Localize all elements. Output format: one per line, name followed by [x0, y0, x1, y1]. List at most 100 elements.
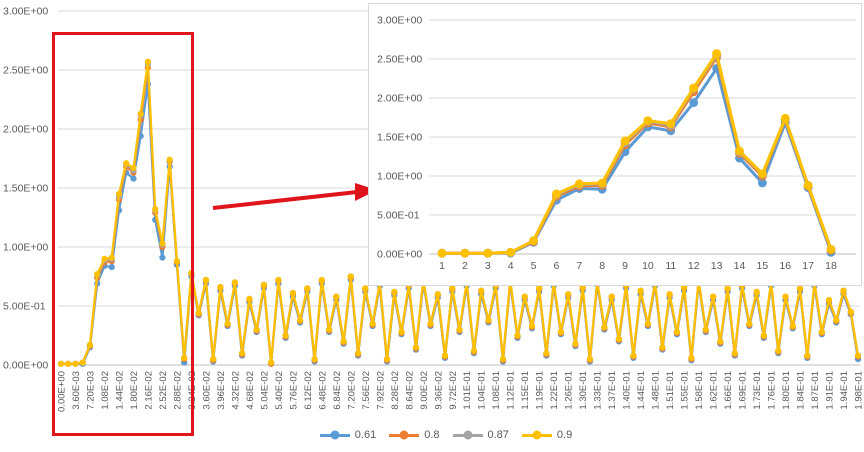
svg-text:1.48E-01: 1.48E-01: [651, 371, 662, 410]
legend-item-0.9: 0.9: [521, 429, 573, 441]
inset-y-axis-labels: 0.00E+00 5.00E-01 1.00E+00 1.50E+00 2.00E+00…: [377, 15, 422, 261]
svg-text:1.12E-01: 1.12E-01: [506, 371, 517, 410]
svg-text:1.40E-01: 1.40E-01: [622, 371, 633, 410]
svg-text:1.19E-01: 1.19E-01: [535, 371, 546, 410]
series-marker-icon: [389, 430, 420, 440]
svg-text:5.40E-02: 5.40E-02: [274, 371, 285, 410]
svg-text:3.60E-02: 3.60E-02: [201, 371, 212, 410]
svg-text:4: 4: [508, 260, 514, 272]
svg-text:2.50E+00: 2.50E+00: [3, 65, 48, 77]
svg-text:1.94E-01: 1.94E-01: [839, 371, 850, 410]
svg-text:9.00E-02: 9.00E-02: [419, 371, 430, 410]
highlight-box-annotation: [52, 32, 194, 436]
svg-text:7.56E-02: 7.56E-02: [361, 371, 372, 410]
svg-text:7.20E-02: 7.20E-02: [346, 371, 357, 410]
svg-text:14: 14: [734, 260, 746, 272]
svg-text:1.44E-01: 1.44E-01: [636, 371, 647, 410]
svg-text:2.52E-02: 2.52E-02: [158, 371, 169, 410]
main-y-axis-labels: 0.00E+00 5.00E-01 1.00E+00 1.50E+00 2.00E+00…: [3, 6, 48, 372]
series-marker-icon: [452, 430, 483, 440]
svg-text:7.92E-02: 7.92E-02: [375, 371, 386, 410]
svg-text:10: 10: [642, 260, 654, 272]
svg-text:1.98E-01: 1.98E-01: [854, 371, 864, 410]
inset-series-0.9: [437, 49, 836, 258]
svg-text:5: 5: [531, 260, 537, 272]
svg-text:1.55E-01: 1.55E-01: [680, 371, 691, 410]
svg-text:1.00E+00: 1.00E+00: [377, 171, 422, 183]
inset-series-0.87: [437, 50, 836, 258]
svg-text:1.69E-01: 1.69E-01: [738, 371, 749, 410]
svg-text:3.60E-03: 3.60E-03: [71, 371, 82, 410]
svg-text:1.15E-01: 1.15E-01: [520, 371, 531, 410]
svg-text:5.04E-02: 5.04E-02: [259, 371, 270, 410]
svg-text:1.08E-02: 1.08E-02: [100, 371, 111, 410]
svg-text:2.00E+00: 2.00E+00: [3, 124, 48, 136]
svg-text:6.84E-02: 6.84E-02: [332, 371, 343, 410]
svg-text:2: 2: [462, 260, 468, 272]
svg-text:8.28E-02: 8.28E-02: [390, 371, 401, 410]
svg-text:3.00E+00: 3.00E+00: [377, 15, 422, 27]
svg-text:6: 6: [553, 260, 559, 272]
legend-item-0.61: 0.61: [319, 429, 377, 441]
svg-text:15: 15: [757, 260, 769, 272]
legend-label: 0.87: [487, 429, 509, 441]
legend-label: 0.9: [556, 429, 573, 441]
svg-text:17: 17: [802, 260, 814, 272]
svg-text:12: 12: [688, 260, 700, 272]
inset-series-0.8: [437, 53, 836, 258]
svg-text:1.80E-01: 1.80E-01: [781, 371, 792, 410]
svg-text:1.22E-01: 1.22E-01: [549, 371, 560, 410]
svg-text:1.30E-01: 1.30E-01: [578, 371, 589, 410]
svg-text:9.72E-02: 9.72E-02: [448, 371, 459, 410]
svg-text:1: 1: [439, 260, 445, 272]
svg-text:9: 9: [622, 260, 628, 272]
svg-text:1.51E-01: 1.51E-01: [665, 371, 676, 410]
inset-series-0.61: [437, 64, 836, 258]
svg-text:7: 7: [576, 260, 582, 272]
svg-text:0.00E+00: 0.00E+00: [377, 249, 422, 261]
svg-text:1.44E-02: 1.44E-02: [114, 371, 125, 410]
svg-text:3.96E-02: 3.96E-02: [216, 371, 227, 410]
svg-text:1.80E-02: 1.80E-02: [129, 371, 140, 410]
svg-text:1.00E+00: 1.00E+00: [3, 242, 48, 254]
svg-text:3: 3: [485, 260, 491, 272]
inset-chart-panel: 0.00E+00 5.00E-01 1.00E+00 1.50E+00 2.00E+00…: [368, 3, 862, 286]
svg-text:0.00E+00: 0.00E+00: [3, 360, 48, 372]
svg-text:1.73E-01: 1.73E-01: [752, 371, 763, 410]
svg-text:1.50E+00: 1.50E+00: [377, 132, 422, 144]
legend-label: 0.8: [424, 429, 440, 441]
svg-text:5.00E-01: 5.00E-01: [377, 210, 420, 222]
svg-text:1.84E-01: 1.84E-01: [796, 371, 807, 410]
inset-gridlines: [429, 19, 856, 255]
svg-text:2.50E+00: 2.50E+00: [377, 54, 422, 66]
svg-text:8.64E-02: 8.64E-02: [404, 371, 415, 410]
legend-item-0.8: 0.8: [389, 429, 440, 441]
svg-text:2.00E+00: 2.00E+00: [377, 93, 422, 105]
svg-text:5.00E-01: 5.00E-01: [3, 301, 46, 313]
svg-text:7.20E-03: 7.20E-03: [85, 371, 96, 410]
series-marker-icon: [319, 430, 350, 440]
zoom-arrow-annotation: [212, 183, 377, 210]
svg-text:1.62E-01: 1.62E-01: [709, 371, 720, 410]
svg-text:6.48E-02: 6.48E-02: [317, 371, 328, 410]
svg-text:1.33E-01: 1.33E-01: [593, 371, 604, 410]
legend-label: 0.61: [354, 429, 377, 441]
svg-text:1.26E-01: 1.26E-01: [564, 371, 575, 410]
svg-text:13: 13: [711, 260, 723, 272]
svg-text:4.32E-02: 4.32E-02: [230, 371, 241, 410]
svg-text:1.50E+00: 1.50E+00: [3, 183, 48, 195]
svg-text:6.12E-02: 6.12E-02: [303, 371, 314, 410]
svg-text:1.08E-01: 1.08E-01: [491, 371, 502, 410]
inset-chart: 0.00E+00 5.00E-01 1.00E+00 1.50E+00 2.00E+00…: [377, 15, 856, 272]
svg-text:1.87E-01: 1.87E-01: [810, 371, 821, 410]
svg-text:1.76E-01: 1.76E-01: [767, 371, 778, 410]
svg-text:3.00E+00: 3.00E+00: [3, 6, 48, 18]
svg-text:8: 8: [599, 260, 605, 272]
legend-item-0.87: 0.87: [452, 429, 509, 441]
svg-text:9.36E-02: 9.36E-02: [433, 371, 444, 410]
inset: 0.00E+00 5.00E-01 1.00E+00 1.50E+00 2.00E+00…: [377, 15, 856, 272]
svg-text:1.91E-01: 1.91E-01: [825, 371, 836, 410]
series-marker-icon: [521, 430, 552, 440]
svg-text:18: 18: [825, 260, 837, 272]
svg-text:1.04E-01: 1.04E-01: [477, 371, 488, 410]
